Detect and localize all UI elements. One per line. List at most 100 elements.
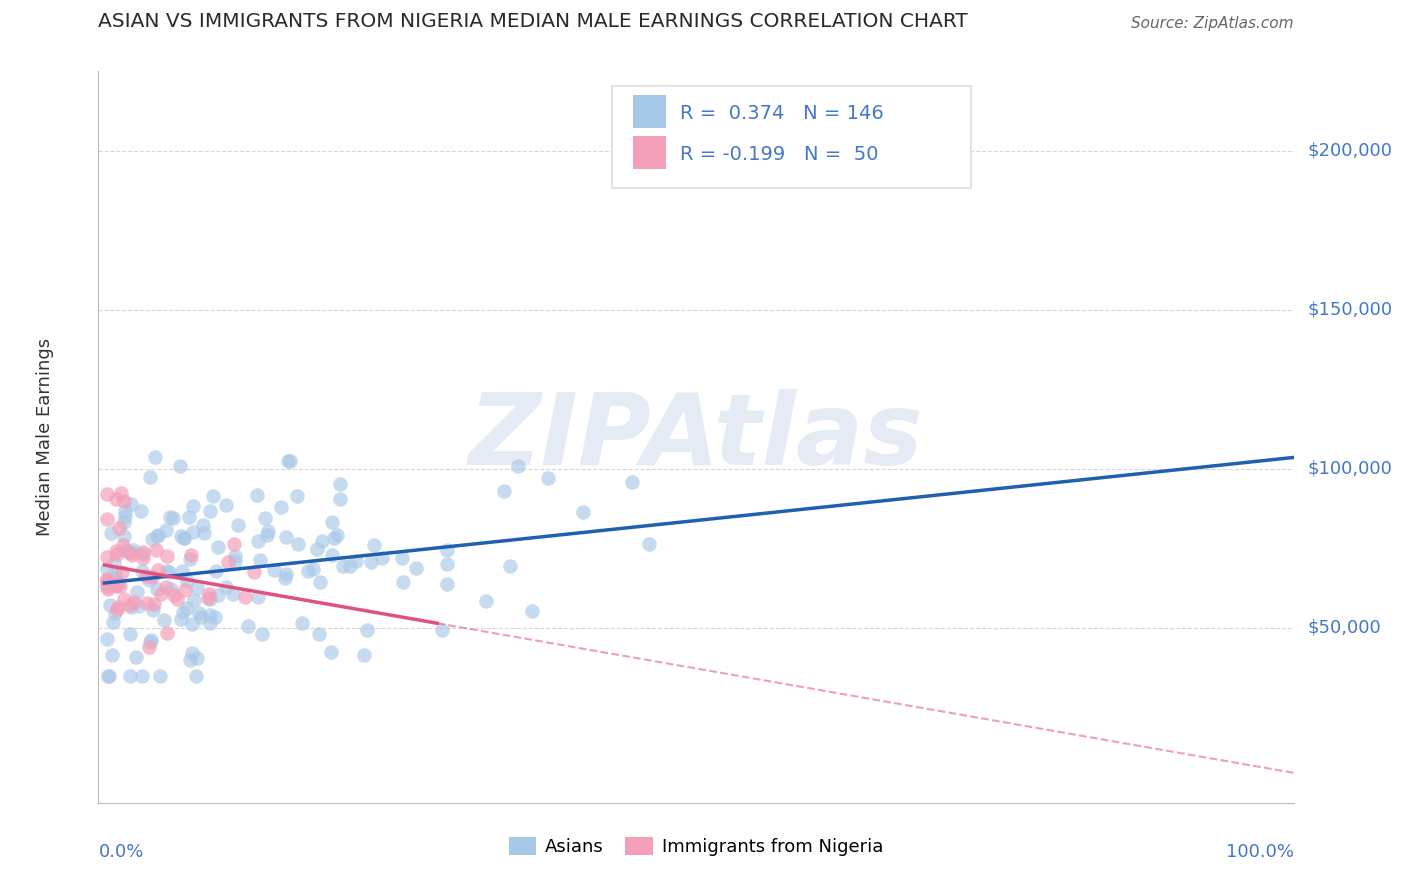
Point [141,570,163,584]
Point [159,510,181,524]
Point [277,453,299,467]
Point [405,560,427,574]
Point [98,574,121,588]
Point [170,612,193,626]
Point [270,500,292,514]
Point [120,545,142,559]
Point [193,517,215,532]
Point [125,650,148,665]
Point [112,516,135,530]
Point [105,602,128,616]
Point [103,556,125,570]
Point [201,489,224,503]
Point [146,563,169,577]
Point [131,564,153,578]
Point [190,610,212,624]
Point [105,579,128,593]
Point [537,471,560,485]
Point [104,492,127,507]
Point [432,623,454,637]
Point [278,453,301,467]
Point [184,668,207,682]
Point [121,542,143,557]
Point [323,532,346,546]
Point [114,508,136,523]
Point [308,627,330,641]
Point [173,531,195,545]
Point [207,588,229,602]
Point [96,512,118,526]
Point [181,646,204,660]
Text: $50,000: $50,000 [1308,619,1382,637]
Point [96,576,118,591]
Point [197,591,219,605]
Point [131,668,153,682]
Point [176,601,198,615]
FancyBboxPatch shape [633,95,666,128]
Point [112,494,135,508]
Point [183,593,205,607]
Point [162,510,184,524]
Point [104,577,127,591]
Point [188,606,211,620]
Text: R =  0.374   N = 146: R = 0.374 N = 146 [681,103,884,122]
Point [142,603,165,617]
Point [104,571,127,585]
Point [138,640,160,654]
Text: 100.0%: 100.0% [1226,843,1294,861]
Point [181,617,204,632]
Point [141,532,163,546]
Text: $100,000: $100,000 [1308,460,1393,478]
Point [139,633,162,648]
Point [224,554,246,568]
Point [155,523,177,537]
Point [363,538,385,552]
Point [96,580,118,594]
Point [329,476,352,491]
Point [311,533,333,548]
Point [198,608,221,623]
Point [100,525,122,540]
Text: 0.0%: 0.0% [98,843,143,861]
Legend: Asians, Immigrants from Nigeria: Asians, Immigrants from Nigeria [502,830,890,863]
Point [321,548,343,562]
Point [174,583,197,598]
Point [146,582,169,597]
Point [145,542,167,557]
Point [325,527,347,541]
Point [344,553,367,567]
Point [353,648,375,662]
Point [302,562,325,576]
Point [136,596,159,610]
Point [392,574,415,589]
Point [114,542,136,557]
Point [236,619,259,633]
Point [169,458,191,473]
Point [321,515,343,529]
Point [115,543,138,558]
Point [125,585,148,599]
Point [198,504,221,518]
Point [263,562,285,576]
Point [371,551,394,566]
Point [105,547,128,561]
Point [186,651,208,665]
Point [436,542,458,557]
Point [146,527,169,541]
Point [217,555,239,569]
Point [176,574,198,588]
Point [97,582,120,597]
Point [181,524,204,539]
Point [246,534,269,549]
Text: R = -0.199   N =  50: R = -0.199 N = 50 [681,145,879,163]
Point [170,528,193,542]
Point [246,590,269,604]
Point [436,577,458,591]
Point [112,529,135,543]
Point [112,592,135,607]
Point [96,487,118,501]
Point [98,668,121,682]
Point [143,450,166,464]
Point [105,543,128,558]
Point [638,537,661,551]
